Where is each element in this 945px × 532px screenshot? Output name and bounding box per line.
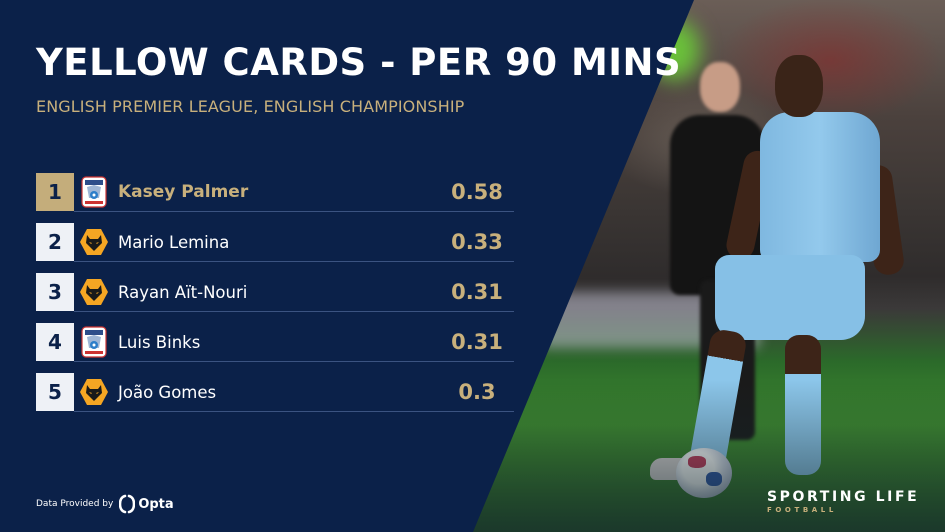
player-name: Luis Binks (118, 332, 201, 352)
wolves-crest-icon (77, 225, 111, 259)
leaderboard: 1 Kasey Palmer 0.58 2 Mario Lemina 0.3 3 … (36, 173, 514, 423)
opta-logo-icon (119, 494, 136, 514)
rank-badge: 2 (36, 223, 74, 261)
player-shirt (760, 112, 880, 262)
player-shorts (715, 255, 865, 340)
player-name: Kasey Palmer (118, 182, 249, 202)
stat-value: 0.31 (451, 280, 503, 304)
data-provided-label: Data Provided by (36, 499, 114, 509)
stat-value: 0.58 (451, 180, 503, 204)
referee-head (700, 62, 740, 112)
leaderboard-row: 2 Mario Lemina 0.33 (36, 223, 514, 262)
page-subtitle: ENGLISH PREMIER LEAGUE, ENGLISH CHAMPION… (36, 97, 465, 116)
sporting-life-logo: SPORTING LIFE FOOTBALL (767, 490, 919, 514)
player-name: Mario Lemina (118, 232, 230, 252)
wolves-crest-icon (77, 375, 111, 409)
leaderboard-row: 1 Kasey Palmer 0.58 (36, 173, 514, 212)
page-title: YELLOW CARDS - PER 90 MINS (36, 41, 682, 84)
stat-value: 0.31 (451, 330, 503, 354)
coventry-city-crest-icon (77, 175, 111, 209)
stat-value: 0.33 (451, 230, 503, 254)
coventry-city-crest-icon (77, 325, 111, 359)
wolves-crest-icon (77, 275, 111, 309)
brand-section: FOOTBALL (767, 506, 837, 514)
brand-name: SPORTING LIFE (767, 489, 920, 505)
opta-logo-text: Opta (138, 496, 174, 512)
player-name: João Gomes (118, 382, 217, 402)
rank-badge: 4 (36, 323, 74, 361)
leaderboard-row: 3 Rayan Aït-Nouri 0.31 (36, 273, 514, 312)
player-name: Rayan Aït-Nouri (118, 282, 248, 302)
data-attribution: Data Provided by Opta (36, 494, 174, 514)
stat-value: 0.3 (458, 380, 496, 404)
rank-badge: 1 (36, 173, 74, 211)
player-head (775, 55, 823, 117)
rank-badge: 3 (36, 273, 74, 311)
leaderboard-row: 5 João Gomes 0.3 (36, 373, 514, 412)
rank-badge: 5 (36, 373, 74, 411)
leaderboard-row: 4 Luis Binks 0.31 (36, 323, 514, 362)
